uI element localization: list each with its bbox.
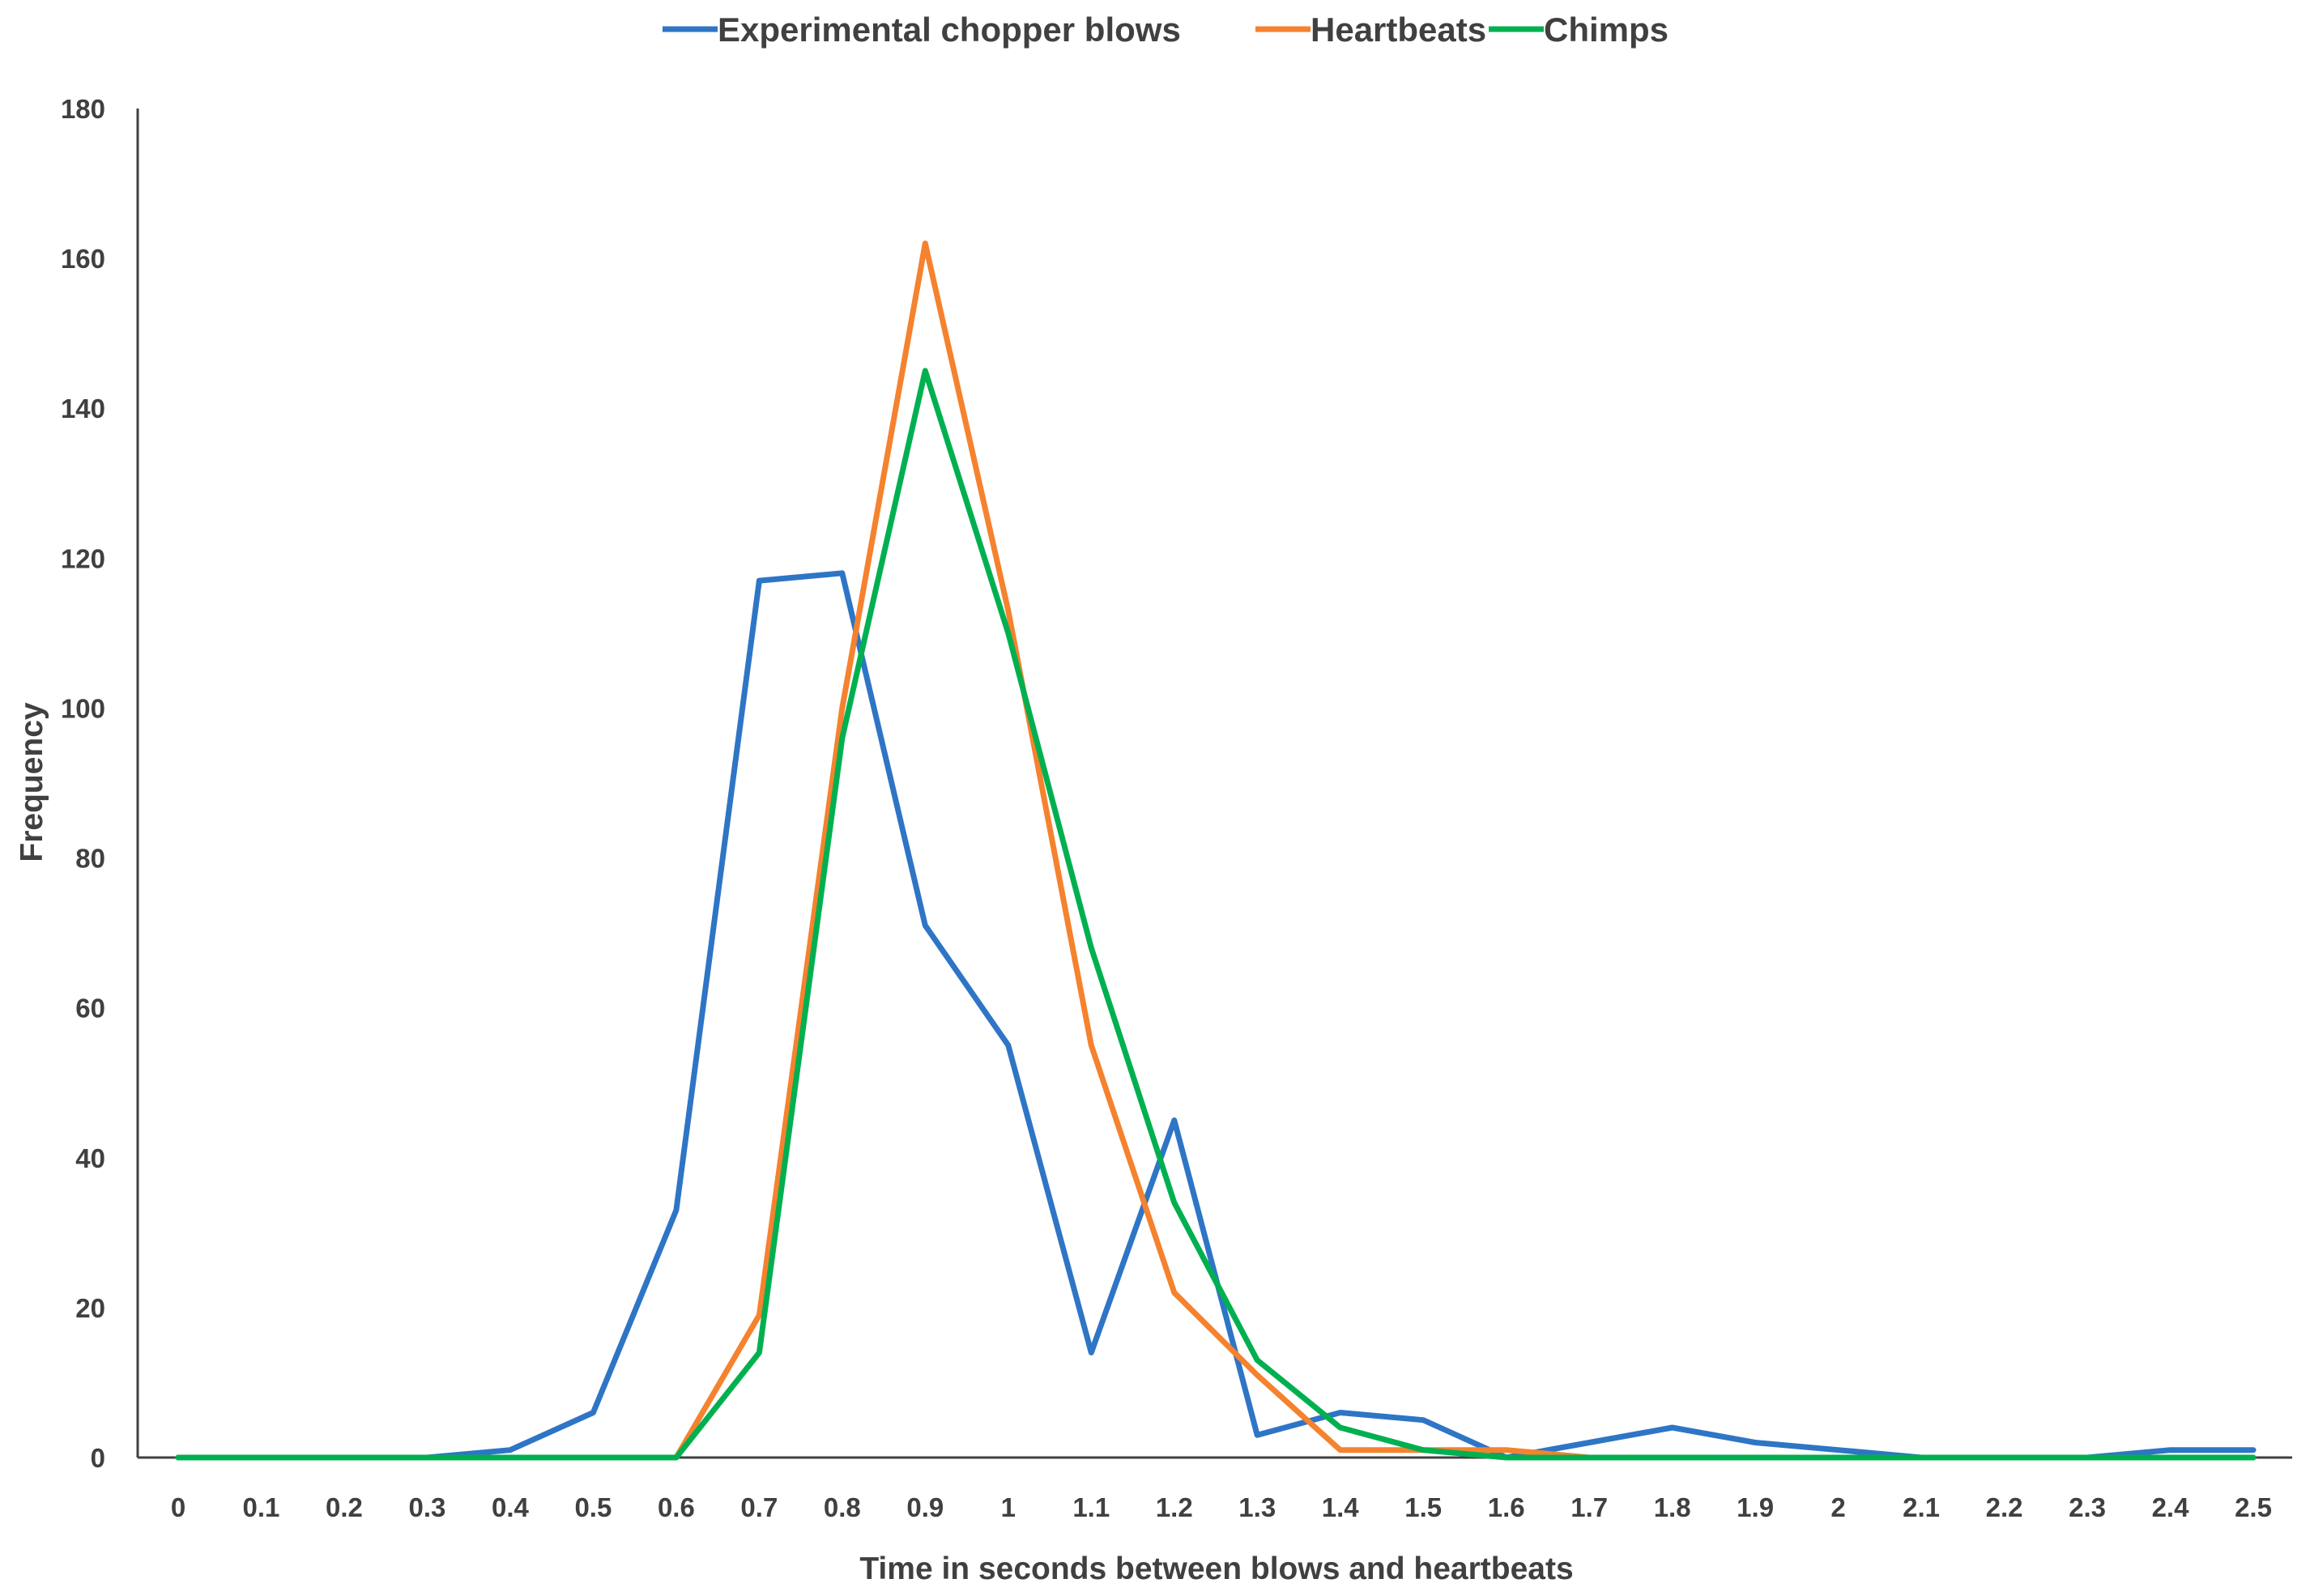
- y-tick-label: 0: [91, 1443, 105, 1473]
- x-tick-label: 2.1: [1903, 1492, 1940, 1522]
- x-tick-label: 0: [171, 1492, 185, 1522]
- y-tick-label: 160: [61, 244, 105, 274]
- series-experimental-chopper-blows: [175, 570, 2257, 1461]
- x-tick-label: 0.4: [492, 1492, 530, 1522]
- legend-label: Chimps: [1544, 11, 1669, 49]
- legend-item-heartbeats: Heartbeats: [1255, 11, 1486, 49]
- series-lines: [175, 240, 2257, 1461]
- legend-label: Heartbeats: [1311, 11, 1486, 49]
- y-tick-label: 180: [61, 94, 105, 124]
- x-tick-label: 2.2: [1986, 1492, 2023, 1522]
- x-tick-label: 0.2: [326, 1492, 363, 1522]
- series-line-experimental-chopper-blows: [175, 570, 2257, 1461]
- x-axis-label: Time in seconds between blows and heartb…: [859, 1551, 1573, 1586]
- x-tick-label: 1.4: [1322, 1492, 1360, 1522]
- y-tick-label: 80: [75, 844, 105, 874]
- y-tick-label: 100: [61, 693, 105, 723]
- legend-item-chimps: Chimps: [1489, 11, 1669, 49]
- series-chimps: [175, 368, 2257, 1461]
- x-tick-label: 1.6: [1488, 1492, 1525, 1522]
- y-tick-label: 140: [61, 394, 105, 423]
- x-tick-label: 1.2: [1156, 1492, 1193, 1522]
- chart-axes: [136, 109, 2292, 1459]
- x-tick-label: 0.1: [243, 1492, 280, 1522]
- x-tick-label: 2.3: [2069, 1492, 2106, 1522]
- x-tick-label: 1: [1001, 1492, 1016, 1522]
- x-tick-label: 0.3: [409, 1492, 446, 1522]
- x-tick-label: 0.8: [824, 1492, 861, 1522]
- y-tick-label: 20: [75, 1293, 105, 1323]
- x-axis-ticks: 0 0.1 0.2 0.3 0.4 0.5 0.6 0.7 0.8 0.9 1 1.1 1.2 1.3 1.…: [171, 1492, 2272, 1522]
- y-axis-label: Frequency: [15, 702, 49, 862]
- y-tick-label: 120: [61, 543, 105, 573]
- y-axis-ticks: 0 20 40 60 80 100 120 140 160 180: [61, 94, 105, 1473]
- x-tick-label: 0.5: [574, 1492, 612, 1522]
- y-tick-label: 40: [75, 1143, 105, 1173]
- x-tick-label: 0.6: [658, 1492, 695, 1522]
- x-tick-label: 2.5: [2235, 1492, 2272, 1522]
- x-tick-label: 2: [1831, 1492, 1845, 1522]
- legend-label: Experimental chopper blows: [718, 11, 1181, 49]
- x-tick-label: 1.3: [1238, 1492, 1276, 1522]
- chart-legend: Experimental chopper blows Heartbeats Chim…: [663, 11, 1669, 49]
- legend-item-experimental-chopper-blows: Experimental chopper blows: [663, 11, 1181, 49]
- x-tick-label: 1.1: [1072, 1492, 1110, 1522]
- x-tick-label: 1.8: [1654, 1492, 1691, 1522]
- x-tick-label: 2.4: [2152, 1492, 2190, 1522]
- x-tick-label: 1.9: [1737, 1492, 1774, 1522]
- series-line-chimps: [175, 368, 2257, 1461]
- x-tick-label: 0.7: [740, 1492, 778, 1522]
- y-tick-label: 60: [75, 994, 105, 1024]
- x-tick-label: 0.9: [906, 1492, 944, 1522]
- x-tick-label: 1.5: [1404, 1492, 1442, 1522]
- x-tick-label: 1.7: [1571, 1492, 1608, 1522]
